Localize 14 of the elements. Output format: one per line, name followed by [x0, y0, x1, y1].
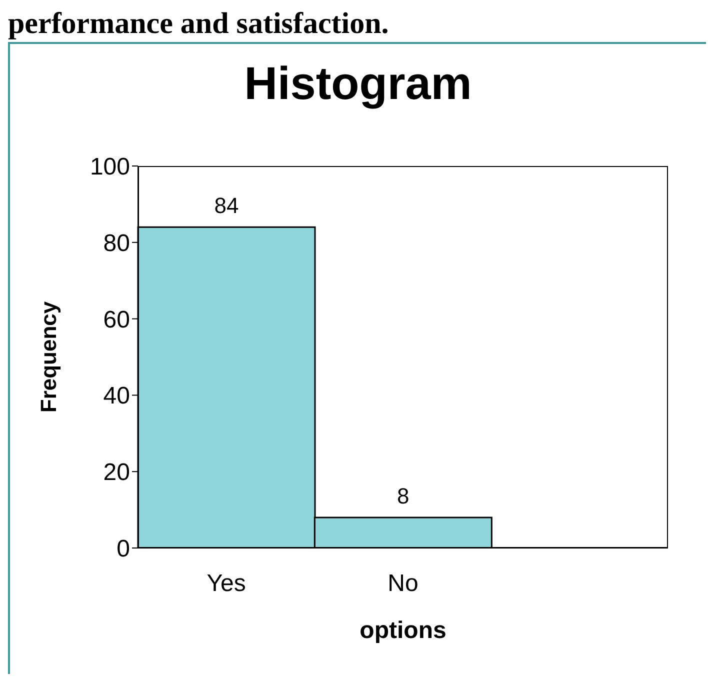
y-axis-title: Frequency [36, 300, 61, 413]
x-tick-label: Yes [206, 570, 246, 598]
data-label: 8 [397, 483, 410, 508]
chart-title: Histogram [243, 56, 473, 110]
text: performance and satisfaction. [8, 7, 390, 40]
y-tick-label: 100 [90, 154, 130, 181]
y-tick-label: 80 [103, 230, 130, 257]
y-tick-label: 40 [103, 382, 130, 410]
x-tick-label: No [388, 570, 418, 598]
x-axis-title: options [360, 617, 446, 644]
y-tick-label: 60 [103, 306, 130, 334]
y-tick-label: 20 [103, 459, 130, 486]
data-label: 84 [214, 193, 239, 218]
y-tick-label: 0 [116, 536, 130, 563]
